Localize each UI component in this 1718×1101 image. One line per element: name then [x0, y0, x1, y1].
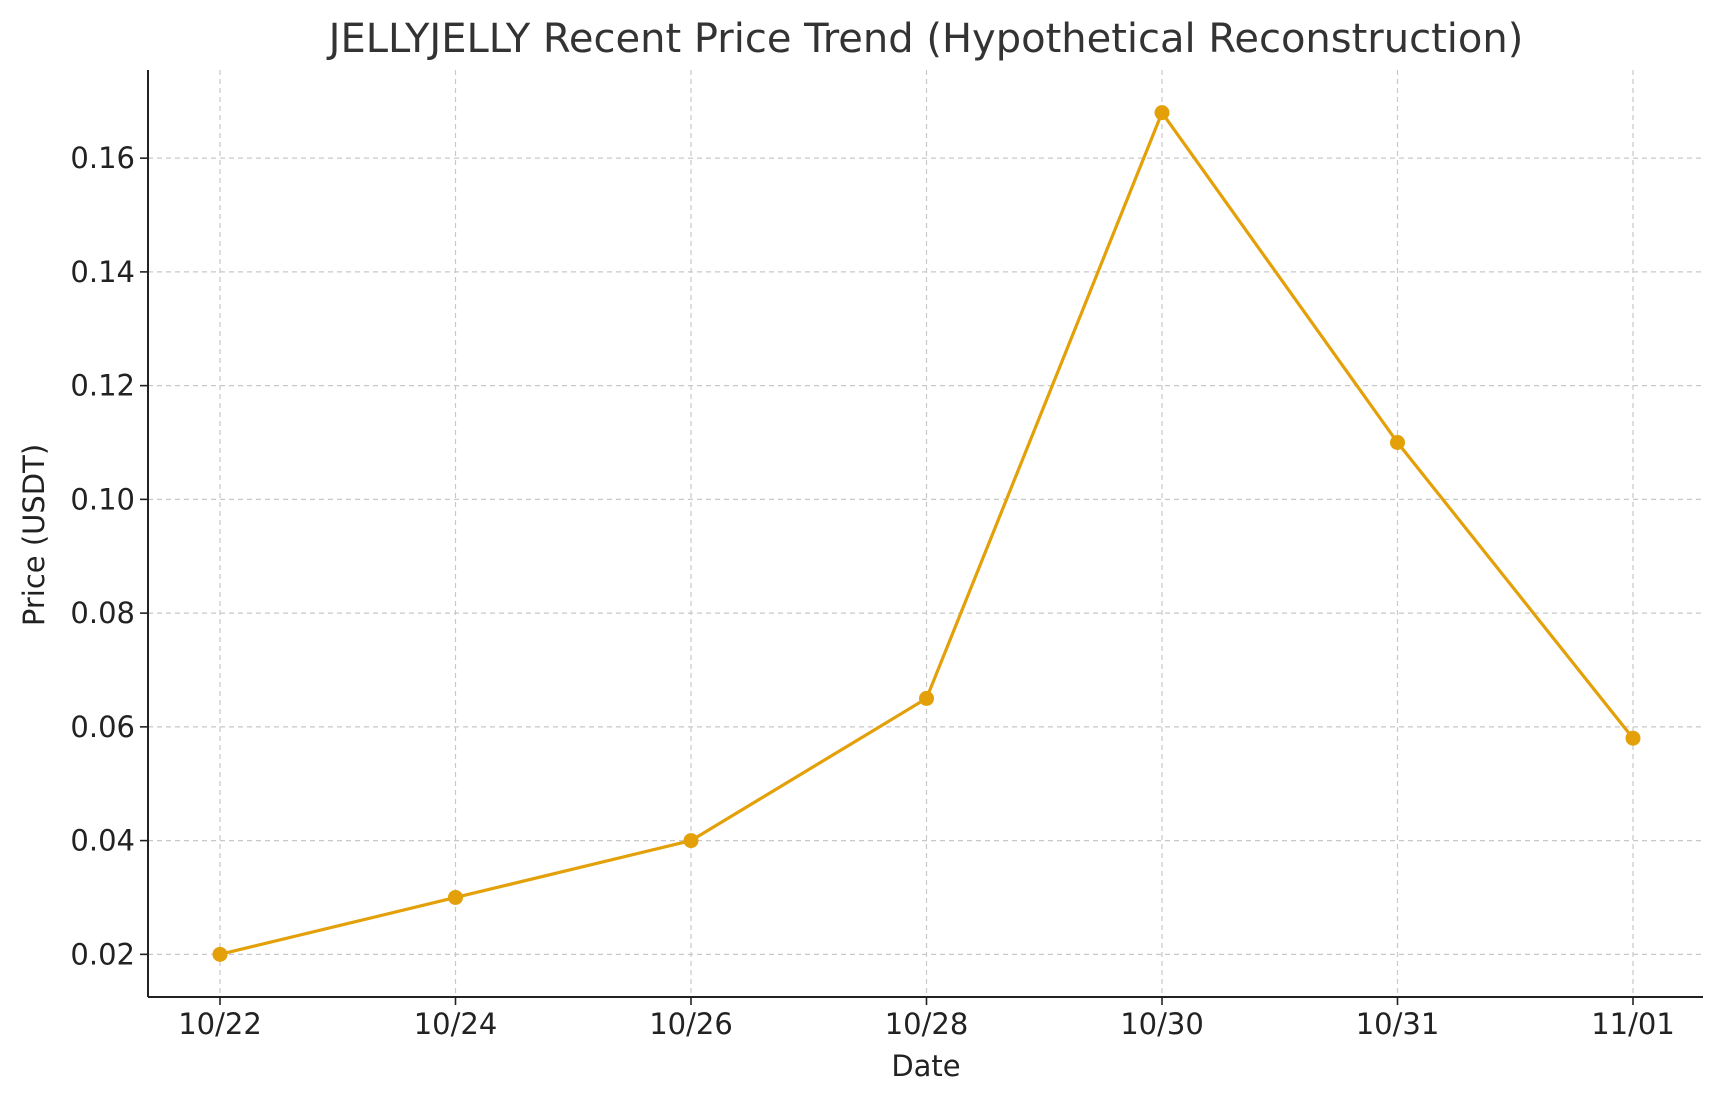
- y-tick-label: 0.04: [70, 824, 135, 858]
- x-axis-label: Date: [891, 1049, 960, 1083]
- data-point: [1390, 435, 1405, 451]
- y-tick-label: 0.08: [70, 596, 135, 630]
- data-point: [212, 946, 228, 962]
- y-axis-label: Price (USDT): [17, 444, 51, 626]
- x-tick-label: 10/24: [414, 1007, 498, 1041]
- x-tick-label: 10/26: [649, 1007, 733, 1041]
- y-tick-label: 0.16: [70, 141, 135, 175]
- y-tick-label: 0.14: [70, 255, 135, 289]
- x-tick-label: 10/22: [178, 1007, 262, 1041]
- x-tick-label: 10/31: [1356, 1007, 1440, 1041]
- y-tick-label: 0.10: [70, 482, 135, 516]
- data-point: [1154, 105, 1170, 121]
- series-price: [212, 105, 1641, 962]
- axis-ticks: 10/22 10/24 10/26 10/28 10/30 10/31 11/01 0.02 0…: [70, 141, 1674, 1041]
- data-point: [1625, 730, 1641, 746]
- data-point: [683, 833, 699, 849]
- y-tick-label: 0.02: [70, 937, 135, 971]
- data-point: [448, 889, 463, 905]
- y-tick-label: 0.06: [70, 710, 135, 744]
- x-tick-label: 10/28: [885, 1007, 969, 1041]
- x-tick-label: 11/01: [1591, 1007, 1675, 1041]
- data-point: [919, 690, 934, 706]
- y-tick-label: 0.12: [70, 369, 135, 403]
- x-tick-label: 10/30: [1120, 1007, 1204, 1041]
- grid-lines: [148, 70, 1703, 997]
- chart-title: JELLYJELLY Recent Price Trend (Hypotheti…: [326, 16, 1524, 62]
